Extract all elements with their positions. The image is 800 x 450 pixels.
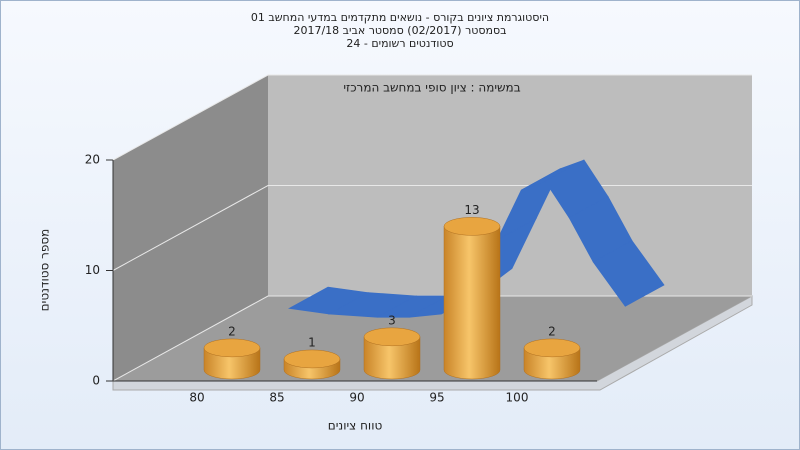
curve-ribbon bbox=[592, 240, 665, 307]
bar-top bbox=[283, 349, 341, 369]
value-label: 2 bbox=[548, 324, 556, 338]
x-tick-label: 85 bbox=[269, 391, 284, 405]
title-line: בסמסטר (02/2017) סמסטר אביב 2017/18 bbox=[293, 24, 506, 37]
bar bbox=[443, 226, 501, 380]
title-line: סטודנטים רשומים - 24 bbox=[346, 37, 453, 50]
y-tick-label: 10 bbox=[85, 263, 100, 277]
x-axis-label: טווח ציונים bbox=[328, 419, 383, 433]
y-tick-label: 20 bbox=[85, 153, 100, 167]
y-axis-label: מספר סטודנטים bbox=[38, 229, 52, 312]
x-tick-label: 90 bbox=[349, 391, 364, 405]
grid-line bbox=[112, 295, 752, 382]
bar-top bbox=[363, 327, 421, 347]
grid-line bbox=[112, 74, 752, 161]
value-label: 13 bbox=[464, 203, 479, 217]
floor bbox=[113, 296, 752, 381]
value-label: 1 bbox=[308, 335, 316, 349]
x-tick-label: 100 bbox=[506, 391, 529, 405]
plot bbox=[106, 74, 752, 382]
title-line: היסטוגרמת ציונים בקורס - נושאים מתקדמים … bbox=[251, 11, 549, 24]
bar-top bbox=[443, 217, 501, 236]
bar bbox=[363, 336, 421, 380]
value-label: 3 bbox=[388, 313, 396, 327]
bar-top bbox=[523, 338, 581, 358]
annotation: במשימה : ציון סופי במחשב המרכזי bbox=[343, 81, 520, 95]
x-tick-label: 95 bbox=[429, 391, 444, 405]
x-tick-label: 80 bbox=[189, 391, 204, 405]
value-label: 2 bbox=[228, 324, 236, 338]
bar-top bbox=[203, 338, 261, 358]
titles: היסטוגרמת ציונים בקורס - נושאים מתקדמים … bbox=[251, 11, 549, 50]
y-tick-label: 0 bbox=[92, 374, 100, 388]
